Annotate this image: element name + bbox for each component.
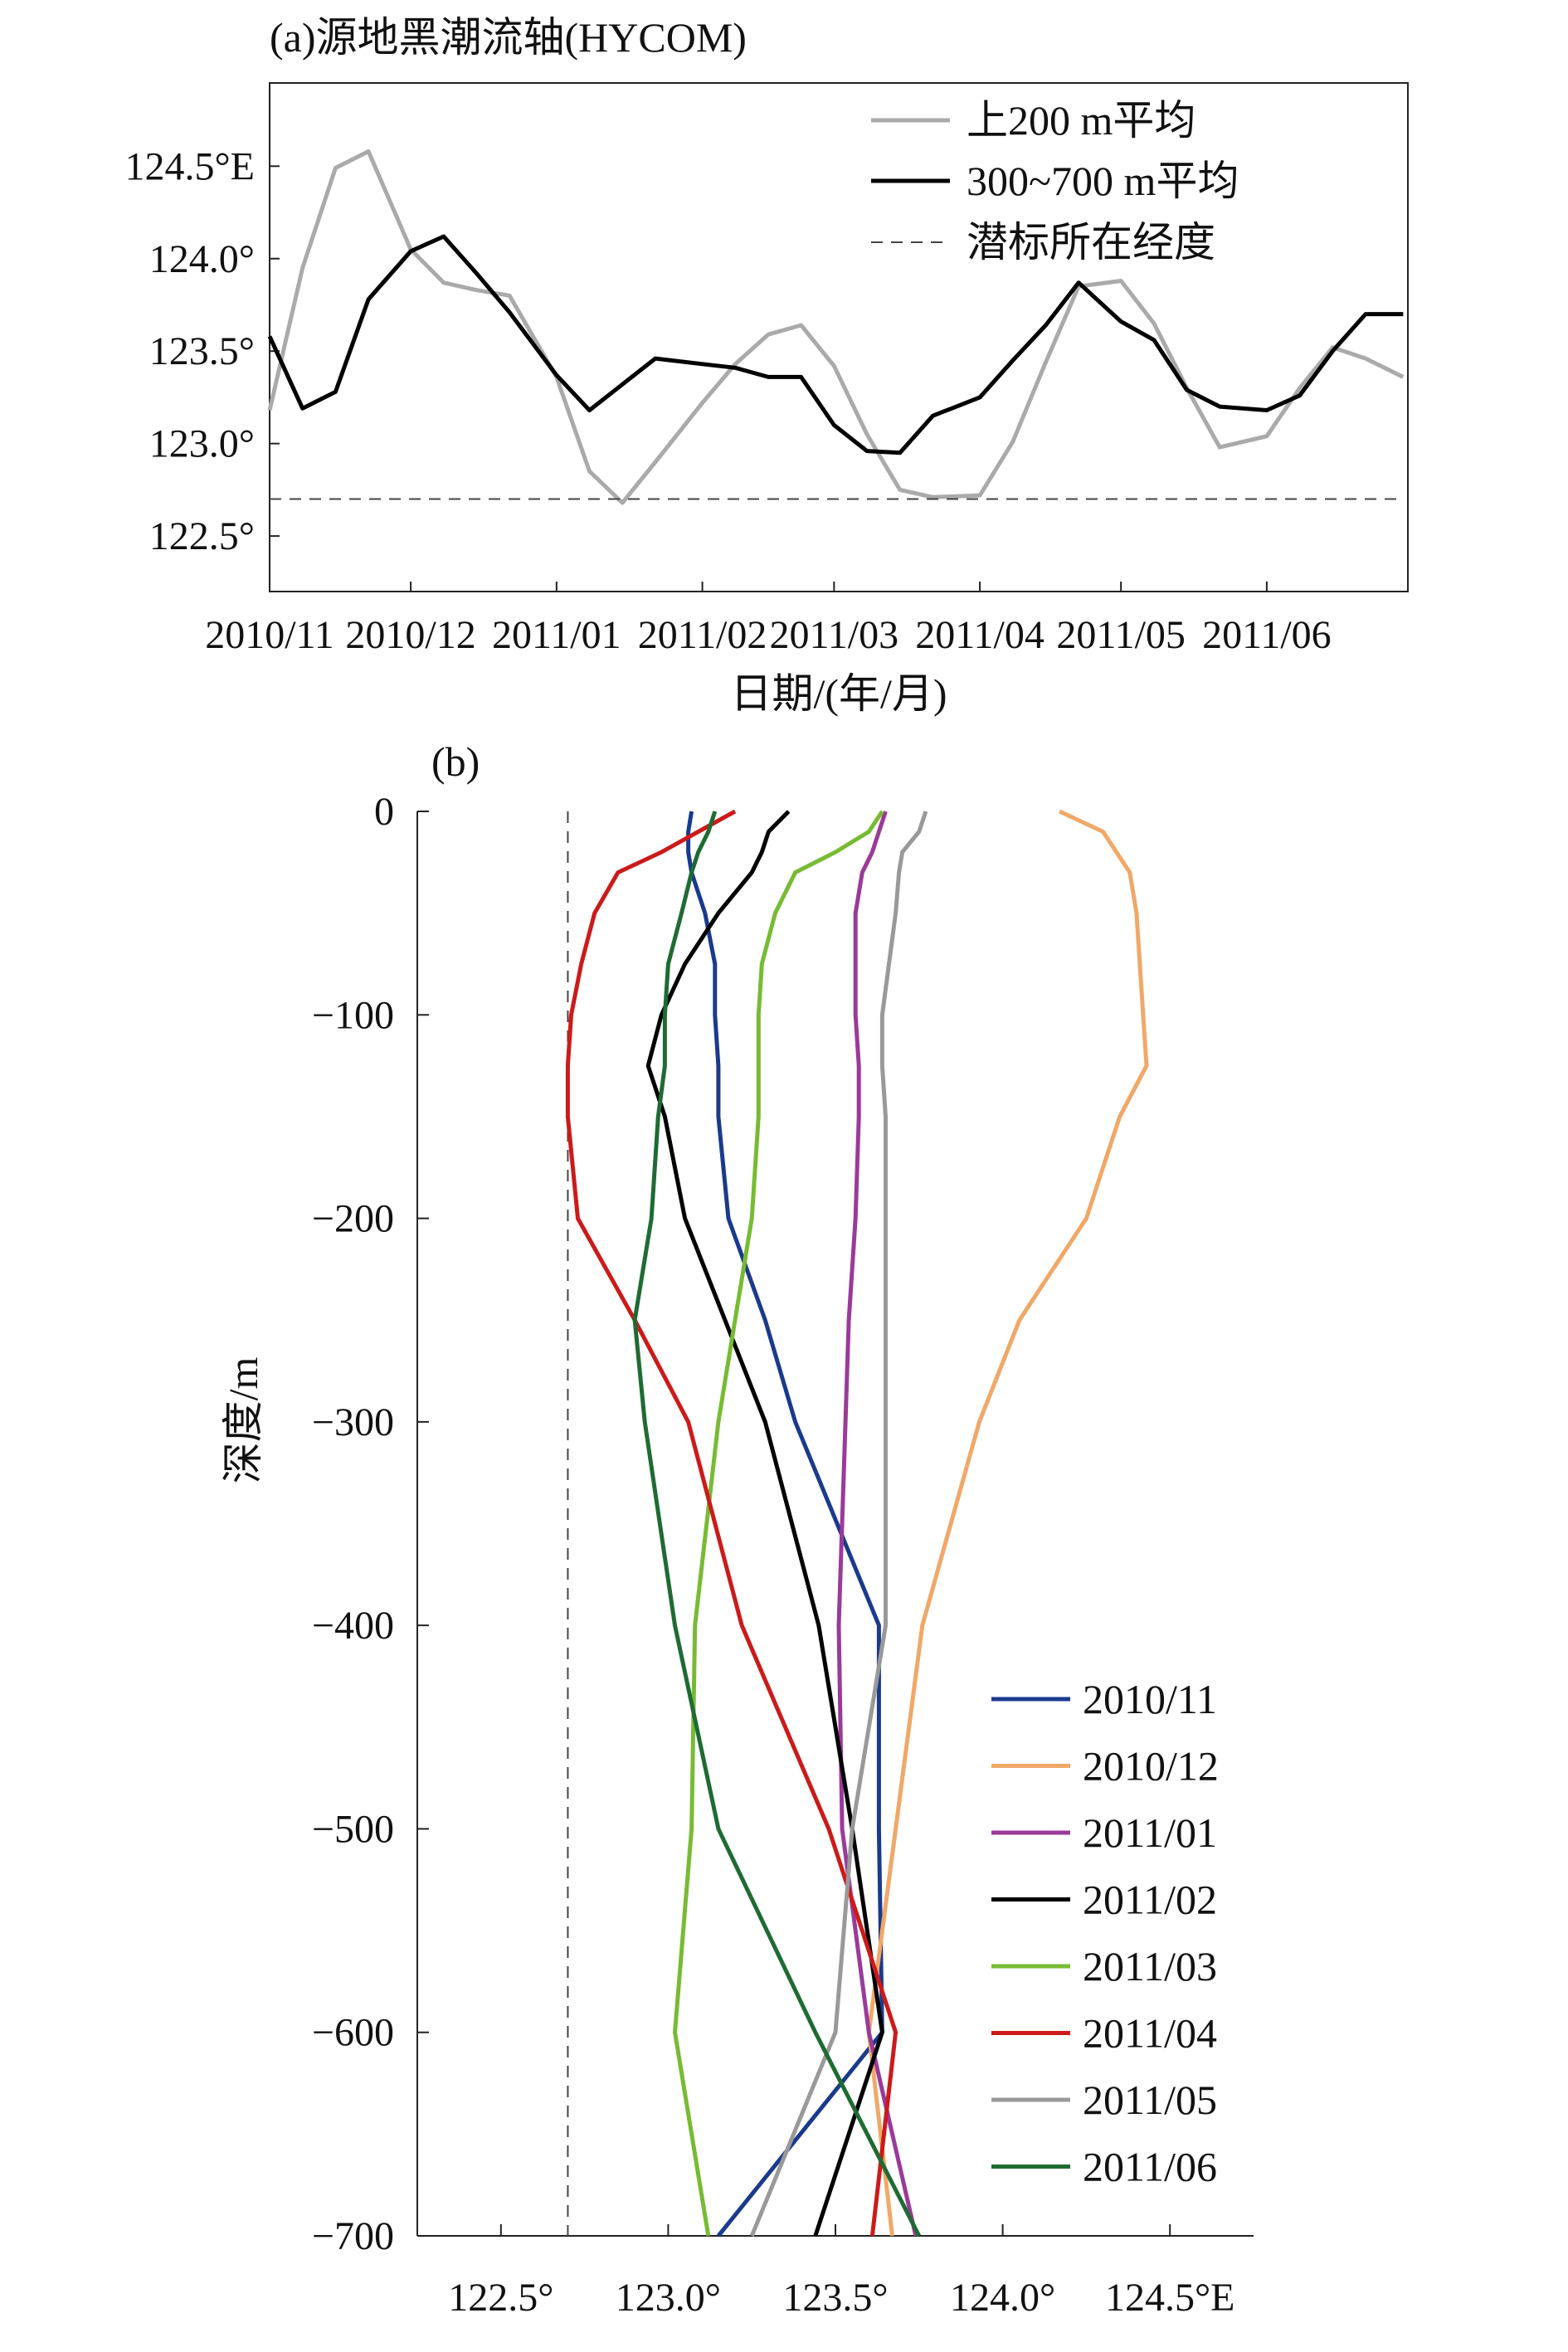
y-tick-label: 124.0° [149,237,255,281]
x-tick-label: 2010/11 [205,613,334,657]
y-tick-label: 122.5° [149,514,255,558]
x-tick-label: 2011/04 [915,613,1045,657]
y-tick-label: 123.0° [149,422,255,466]
y-tick-label: −500 [312,1807,394,1851]
x-tick-label: 2011/05 [1056,613,1186,657]
y-tick-label: −200 [312,1197,394,1241]
profile-line-7 [632,811,922,2238]
x-tick-label: 2011/02 [638,613,767,657]
profile-line-2 [836,811,918,2237]
profile-line-3 [645,810,884,2237]
x-tick-label: 123.0° [616,2276,721,2320]
legend-label: 2010/12 [1083,1743,1219,1790]
legend-label: 2011/02 [1083,1877,1217,1923]
x-tick-label: 123.5° [782,2276,888,2320]
legend-label: 2011/03 [1083,1943,1217,1989]
y-tick-label: 0 [374,790,394,834]
series-line-1 [267,234,1404,455]
y-tick-label: −100 [312,993,394,1037]
panel-a-title: (a)源地黑潮流轴(HYCOM) [270,14,747,61]
profile-line-0 [686,811,884,2238]
x-tick-label: 2011/01 [492,613,621,657]
profile-line-1 [866,809,1149,2237]
panel-b-title: (b) [431,738,480,785]
y-axis-label: 深度/m [220,1357,266,1484]
x-tick-label: 124.0° [950,2276,1055,2320]
legend-label: 2011/04 [1083,2010,1217,2057]
legend-label: 2011/05 [1083,2077,1217,2123]
panel-b-plot: 0 −100 −200 −300 −400 −500 −600 −700 122.5° 123.0… [220,790,1254,2320]
y-tick-label: −400 [312,1604,394,1648]
x-tick-label: 2011/06 [1202,613,1332,657]
y-tick-label: −700 [312,2214,394,2258]
legend-label: 上200 m平均 [967,97,1195,144]
x-tick-label: 2011/03 [770,613,899,657]
profile-line-6 [749,811,928,2237]
y-tick-label: −300 [312,1400,394,1444]
x-tick-label: 124.5°E [1105,2276,1235,2320]
x-tick-label: 2010/12 [345,613,475,657]
legend-label: 2011/06 [1083,2144,1217,2190]
y-tick-label: 124.5°E [124,144,255,188]
y-tick-label: 123.5° [149,329,255,373]
legend-label: 2011/01 [1083,1809,1217,1856]
profile-line-5 [565,809,898,2237]
legend-label: 潜标所在经度 [967,219,1215,265]
x-tick-label: 122.5° [448,2276,553,2320]
series-line-0 [267,149,1405,505]
legend-label: 300~700 m平均 [967,158,1239,204]
y-tick-label: −600 [312,2011,394,2055]
legend-label: 2010/11 [1083,1676,1217,1722]
x-axis-label: 日期/(年/月) [730,670,947,717]
profile-line-4 [673,810,884,2237]
